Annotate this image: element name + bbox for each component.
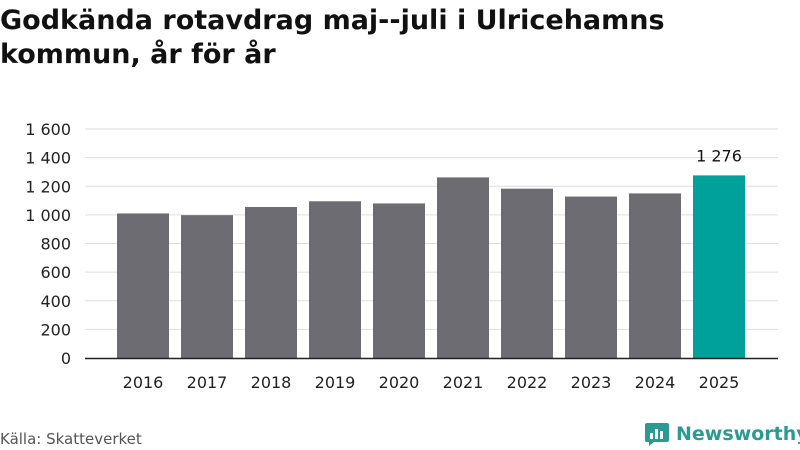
y-tick-label: 0 <box>61 349 71 368</box>
bars <box>117 175 745 358</box>
newsworthy-logo-icon <box>645 423 669 446</box>
y-tick-label: 1 600 <box>25 120 71 139</box>
y-tick-label: 400 <box>40 292 71 311</box>
x-tick-label: 2020 <box>379 373 420 392</box>
bar-2021 <box>437 177 489 358</box>
x-tick-label: 2022 <box>507 373 548 392</box>
bar-2018 <box>245 207 297 358</box>
source-text: Källa: Skatteverket <box>0 430 142 448</box>
y-tick-label: 200 <box>40 320 71 339</box>
x-tick-label: 2018 <box>251 373 292 392</box>
bar-2019 <box>309 201 361 358</box>
x-tick-label: 2017 <box>187 373 228 392</box>
x-tick-label: 2016 <box>123 373 164 392</box>
y-tick-label: 600 <box>40 263 71 282</box>
bar-2017 <box>181 215 233 358</box>
data-label: 1 276 <box>696 146 742 165</box>
x-tick-label: 2023 <box>571 373 612 392</box>
bar-2025 <box>693 175 745 358</box>
newsworthy-logo: Newsworthy <box>644 420 800 448</box>
bar-2022 <box>501 188 553 358</box>
x-tick-label: 2024 <box>635 373 676 392</box>
y-tick-label: 1 200 <box>25 177 71 196</box>
bar-2020 <box>373 203 425 358</box>
bar-2023 <box>565 196 617 358</box>
x-tick-label: 2019 <box>315 373 356 392</box>
x-axis-tick-labels: 2016 2017 2018 2019 2020 2021 2022 2023 2024 2025 <box>123 373 740 392</box>
bar-2024 <box>629 193 681 358</box>
y-axis-tick-labels: 0 200 400 600 800 1 000 1 200 1 400 1 600 <box>25 120 71 368</box>
chart-title: Godkända rotavdrag maj--juli i Ulriceham… <box>0 5 665 70</box>
data-labels: 1 276 <box>696 146 742 165</box>
y-tick-label: 1 000 <box>25 206 71 225</box>
x-tick-label: 2021 <box>443 373 484 392</box>
x-tick-label: 2025 <box>699 373 740 392</box>
y-tick-label: 800 <box>40 235 71 254</box>
logo-text: Newsworthy <box>676 423 800 445</box>
bar-2016 <box>117 213 169 358</box>
y-tick-label: 1 400 <box>25 149 71 168</box>
